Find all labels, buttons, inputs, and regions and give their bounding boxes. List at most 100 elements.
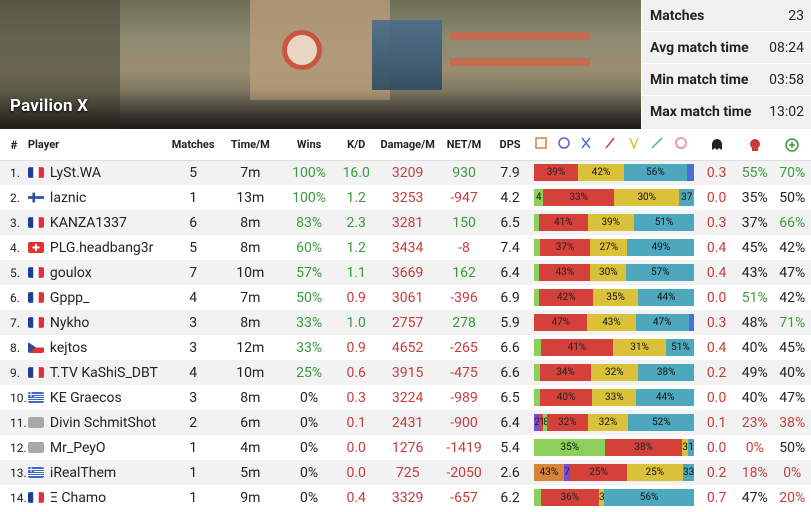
table-row[interactable]: 5. goulox 7 10m 57% 1.1 3669 162 6.4 43% 30% 57% 0.4…	[0, 260, 811, 285]
time-cell: 8m	[240, 389, 261, 406]
player-name-text[interactable]: KANZA1337	[49, 214, 127, 231]
player-name-text[interactable]: laznic	[49, 189, 87, 206]
kd-cell: 0.0	[346, 464, 366, 481]
flag-icon	[27, 441, 44, 453]
table-row[interactable]: 7. Nykho 3 8m 33% 1.0 2757 278 5.9 47% 43% 47% 0.3 48…	[0, 310, 811, 335]
col-matches[interactable]: Matches	[167, 130, 219, 161]
damage-stat-cell: 18%	[741, 464, 768, 481]
summary-max-time: Max match time 13:02	[650, 104, 804, 120]
matches-cell: 1	[189, 489, 198, 506]
bar-segment: 42%	[539, 289, 594, 306]
player-name: Ξ Chamo	[27, 485, 167, 510]
player-name-text[interactable]: PLG.headbang3r	[49, 239, 154, 256]
table-row[interactable]: 2. laznic 1 13m 100% 1.2 3253 -947 4.2 4 33% 30% 37 0…	[0, 185, 811, 210]
time-cell: 4m	[240, 439, 261, 456]
damage-cell: 3253	[391, 189, 424, 206]
weapon-bar-cell: 37% 27% 49%	[531, 235, 697, 260]
bar-segment	[534, 489, 541, 506]
bar-segment: 37	[679, 189, 695, 206]
player-name-text[interactable]: Divin SchmitShot	[49, 414, 157, 431]
weapon-bar-cell: 41% 31% 51%	[531, 335, 697, 360]
heal-stat-cell: 50%	[779, 439, 806, 456]
weapon-distribution-bar: 37% 27% 49%	[534, 239, 695, 256]
banner-target	[282, 30, 322, 70]
flag-icon	[27, 341, 44, 353]
kd-cell: 1.2	[346, 239, 366, 256]
bar-segment: 43%	[539, 264, 591, 281]
col-player[interactable]: Player	[27, 130, 168, 161]
dps-cell: 6.6	[500, 339, 520, 356]
weapon-bar-cell: 34% 32% 38%	[531, 360, 697, 385]
table-row[interactable]: 8. kejtos 3 12m 33% 0.9 4652 -265 6.6 41% 31% 51% 0.…	[0, 335, 811, 360]
player-table: # Player Matches Time/M Wins K/D Damage/…	[0, 130, 811, 510]
dps-cell: 7.9	[500, 164, 520, 181]
player-name-text[interactable]: kejtos	[49, 339, 88, 356]
matches-cell: 3	[189, 339, 198, 356]
player-name-text[interactable]: T.TV KaShiS_DBT	[49, 364, 158, 381]
table-row[interactable]: 14. Ξ Chamo 1 9m 0% 0.4 3329 -657 6.2 36% 3 56% 0.7 4…	[0, 485, 811, 510]
bar-segment: 44%	[636, 389, 695, 406]
col-damage-icon[interactable]	[736, 130, 774, 161]
player-name-text[interactable]: iRealThem	[49, 464, 117, 481]
col-kd[interactable]: K/D	[336, 130, 376, 161]
row-number: 2.	[10, 190, 20, 205]
net-cell: -947	[450, 189, 478, 206]
damage-stat-cell: 35%	[741, 189, 768, 206]
player-name-text[interactable]: goulox	[49, 264, 92, 281]
time-cell: 8m	[240, 239, 261, 256]
bar-segment: 30%	[590, 264, 627, 281]
col-wins[interactable]: Wins	[281, 130, 337, 161]
table-row[interactable]: 6. Gppp_ 4 7m 50% 0.9 3061 -396 6.9 42% 35% 44% 0.0 5…	[0, 285, 811, 310]
net-cell: -2050	[446, 464, 482, 481]
table-row[interactable]: 13. iRealThem 1 5m 0% 0.0 725 -2050 2.6 43% 7 25% 25…	[0, 460, 811, 485]
damage-stat-cell: 0%	[745, 439, 764, 456]
bar-segment: 56%	[624, 164, 687, 182]
col-damage[interactable]: Damage/M	[375, 130, 440, 161]
matches-cell: 5	[189, 239, 198, 256]
damage-stat-cell: 40%	[741, 389, 768, 406]
player-name-text[interactable]: Ξ Chamo	[49, 489, 107, 506]
matches-cell: 5	[189, 164, 198, 181]
bar-segment: 47%	[534, 314, 588, 331]
net-cell: 930	[452, 164, 476, 181]
row-number: 9.	[10, 365, 20, 380]
player-name-text[interactable]: Nykho	[49, 314, 90, 331]
player-name-text[interactable]: KE Graecos	[49, 389, 122, 406]
table-row[interactable]: 10. KE Graecos 3 8m 0% 0.3 3224 -989 6.5 40% 33% 44…	[0, 385, 811, 410]
col-ghost-icon[interactable]	[697, 130, 737, 161]
bar-segment: 35%	[534, 439, 606, 456]
table-row[interactable]: 4. PLG.headbang3r 5 8m 60% 1.2 3434 -8 7.4 37% 27%…	[0, 235, 811, 260]
damage-cell: 1276	[391, 439, 424, 456]
col-dps[interactable]: DPS	[488, 130, 532, 161]
col-time[interactable]: Time/M	[218, 130, 282, 161]
flag-icon	[27, 366, 44, 378]
wins-cell: 100%	[292, 189, 327, 206]
table-row[interactable]: 9. T.TV KaShiS_DBT 4 10m 25% 0.6 3915 -475 6.6 34…	[0, 360, 811, 385]
weapon-bar-cell: 40% 33% 44%	[531, 385, 697, 410]
player-name: Divin SchmitShot	[27, 410, 167, 435]
ghost-stat-cell: 0.0	[706, 439, 727, 456]
table-row[interactable]: 12. Mr_PeyO 1 4m 0% 0.0 1276 -1419 5.4 35% 38% 3 1 0.…	[0, 435, 811, 460]
kd-cell: 0.1	[346, 414, 366, 431]
table-row[interactable]: 11. Divin SchmitShot 2 6m 0% 0.1 2431 -900 6.4 2 1…	[0, 410, 811, 435]
wins-cell: 60%	[296, 239, 323, 256]
player-name-text[interactable]: Mr_PeyO	[49, 439, 106, 456]
player-name-text[interactable]: Gppp_	[49, 289, 90, 306]
bar-segment: 47%	[635, 314, 689, 331]
weapon-bar-cell: 47% 43% 47%	[531, 310, 697, 335]
matches-cell: 3	[189, 389, 198, 406]
table-row[interactable]: 3. KANZA1337 6 8m 83% 2.3 3281 150 6.5 41% 39% 51% 0…	[0, 210, 811, 235]
col-heal-icon[interactable]	[773, 130, 811, 161]
damage-cell: 3224	[391, 389, 424, 406]
table-row[interactable]: 1. LySt.WA 5 7m 100% 16.0 3209 930 7.9 39% 42% 56% 0…	[0, 160, 811, 185]
col-net[interactable]: NET/M	[439, 130, 489, 161]
col-weapon-icons[interactable]	[531, 130, 698, 161]
player-name: Gppp_	[27, 285, 167, 310]
matches-cell: 6	[189, 214, 198, 231]
wins-cell: 57%	[296, 264, 323, 281]
player-name-text[interactable]: LySt.WA	[49, 164, 102, 181]
kd-cell: 1.2	[346, 189, 366, 206]
bar-segment: 38%	[638, 364, 695, 381]
net-cell: 162	[452, 264, 476, 281]
col-num[interactable]: #	[0, 130, 28, 161]
